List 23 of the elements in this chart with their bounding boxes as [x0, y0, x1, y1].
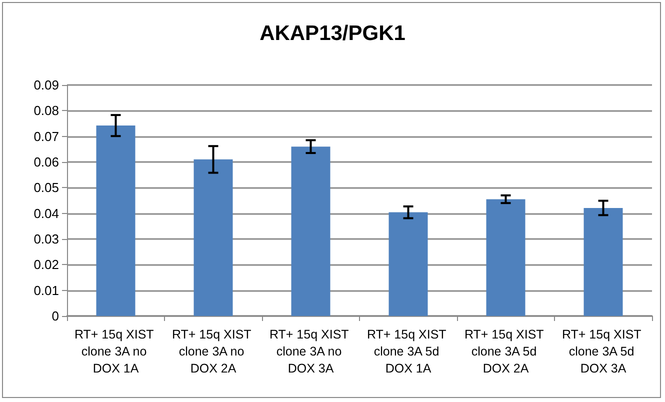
y-tick-label: 0.02 — [34, 257, 59, 272]
x-tick-label: RT+ 15q XIST clone 3A 5d DOX 1A — [366, 328, 450, 376]
x-tick-label: RT+ 15q XIST clone 3A 5d DOX 2A — [464, 328, 548, 376]
chart-title: AKAP13/PGK1 — [260, 22, 406, 45]
y-tick-label: 0.04 — [34, 206, 59, 221]
bar — [486, 199, 526, 316]
bar — [291, 146, 330, 316]
bar — [584, 208, 623, 316]
x-tick-label: RT+ 15q XIST clone 3A no DOX 1A — [74, 328, 158, 376]
y-tick-label: 0.09 — [34, 78, 59, 92]
y-tick-label: 0.05 — [34, 180, 59, 196]
bar — [194, 159, 233, 316]
x-tick-label: RT+ 15q XIST clone 3A no DOX 2A — [172, 328, 255, 376]
x-tick-label: RT+ 15q XIST clone 3A 5d DOX 3A — [562, 328, 645, 376]
bar — [388, 212, 428, 316]
y-tick-label: 0.06 — [34, 154, 59, 170]
bar — [96, 126, 136, 316]
y-tick-label: 0.03 — [34, 232, 59, 246]
x-tick-label: RT+ 15q XIST clone 3A no DOX 3A — [269, 328, 352, 376]
y-tick-label: 0.08 — [34, 103, 59, 118]
y-tick-label: 0 — [52, 308, 59, 324]
y-tick-label: 0.01 — [34, 282, 59, 298]
y-tick-label: 0.07 — [34, 128, 59, 144]
